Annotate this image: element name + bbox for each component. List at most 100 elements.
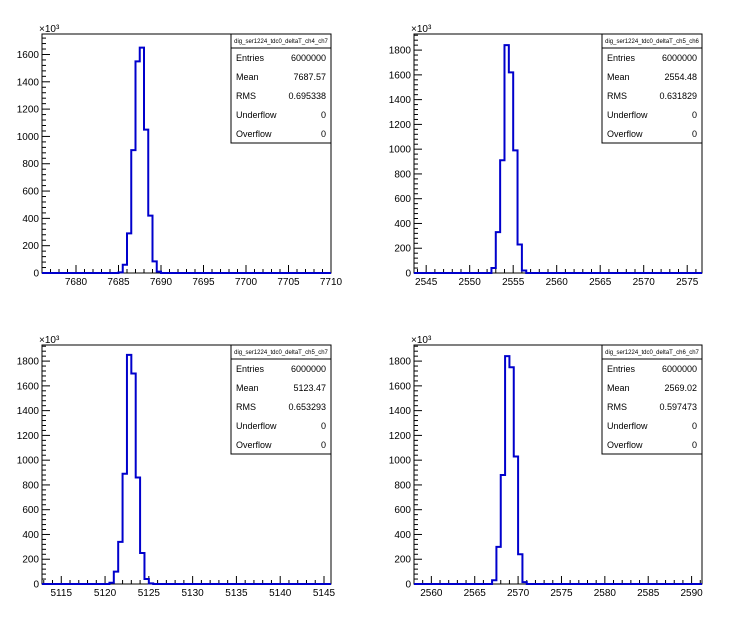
x-tick-label: 5115 bbox=[51, 588, 73, 599]
y-tick-label: 1200 bbox=[17, 105, 40, 116]
y-tick-label: 600 bbox=[394, 505, 411, 516]
y-tick-label: 1400 bbox=[389, 95, 412, 106]
y-tick-label: 0 bbox=[405, 269, 411, 280]
stats-box: dig_ser1224_tdc0_deltaT_ch4_ch7 Entries 60… bbox=[230, 33, 332, 144]
stat-label: RMS bbox=[607, 91, 627, 101]
stat-label: Overflow bbox=[607, 440, 643, 450]
stat-label: Entries bbox=[607, 364, 636, 374]
stats-box: dig_ser1224_tdc0_deltaT_ch5_ch6 Entries 60… bbox=[601, 33, 703, 144]
histogram-series bbox=[414, 44, 702, 274]
stat-label: Mean bbox=[607, 72, 630, 82]
x-tick-label: 2550 bbox=[459, 277, 482, 288]
stat-label: Underflow bbox=[236, 110, 277, 120]
x-tick-label: 5130 bbox=[182, 588, 205, 599]
y-tick-label: 200 bbox=[22, 241, 39, 252]
y-tick-label: 1600 bbox=[389, 381, 412, 392]
x-tick-label: 5140 bbox=[269, 588, 292, 599]
y-tick-label: 0 bbox=[33, 269, 39, 280]
y-tick-label: 1800 bbox=[389, 46, 412, 57]
y-tick-label: 1000 bbox=[17, 456, 40, 467]
y-tick-label: 0 bbox=[405, 580, 411, 591]
stat-value: 0 bbox=[692, 129, 697, 139]
stat-value: 2569.02 bbox=[664, 383, 697, 393]
stat-value: 0 bbox=[321, 110, 326, 120]
x-tick-label: 7685 bbox=[107, 277, 130, 288]
y-tick-label: 1000 bbox=[389, 145, 412, 156]
histogram-title: dig_ser1224_tdc0_deltaT_ch4_ch7 bbox=[234, 39, 328, 45]
y-exponent-label: ×10³ bbox=[39, 335, 60, 346]
stat-value: 6000000 bbox=[662, 364, 697, 374]
x-tick-label: 2575 bbox=[676, 277, 699, 288]
x-tick-label: 7695 bbox=[192, 277, 215, 288]
y-tick-label: 400 bbox=[22, 530, 39, 541]
stat-value: 0.631829 bbox=[659, 91, 697, 101]
stat-value: 6000000 bbox=[291, 364, 326, 374]
y-tick-label: 1600 bbox=[389, 70, 412, 81]
x-tick-label: 5125 bbox=[138, 588, 161, 599]
stat-value: 0 bbox=[692, 110, 697, 120]
histogram-panel-3: 5115 5120 5125 5130 5135 5140 5145 0 200 400 600 80… bbox=[17, 335, 336, 599]
stats-box: dig_ser1224_tdc0_deltaT_ch6_ch7 Entries 60… bbox=[601, 344, 703, 455]
stat-value: 6000000 bbox=[291, 53, 326, 63]
x-tick-label: 7690 bbox=[150, 277, 173, 288]
y-tick-label: 800 bbox=[394, 480, 411, 491]
y-tick-label: 1000 bbox=[17, 132, 40, 143]
stat-label: Entries bbox=[236, 53, 265, 63]
y-tick-label: 1200 bbox=[389, 120, 412, 131]
histogram-series bbox=[42, 353, 331, 585]
y-tick-label: 1200 bbox=[17, 431, 40, 442]
x-tick-label: 7700 bbox=[235, 277, 258, 288]
stats-box-frame bbox=[601, 33, 703, 144]
stat-label: Entries bbox=[607, 53, 636, 63]
stat-label: Overflow bbox=[236, 129, 272, 139]
stat-label: Overflow bbox=[236, 440, 272, 450]
stat-value: 0 bbox=[692, 440, 697, 450]
y-tick-label: 1000 bbox=[389, 456, 412, 467]
x-tick-label: 7680 bbox=[65, 277, 88, 288]
stat-label: Mean bbox=[607, 383, 630, 393]
y-tick-label: 1800 bbox=[389, 357, 412, 368]
stat-value: 7687.57 bbox=[293, 72, 326, 82]
histogram-series bbox=[42, 46, 331, 274]
stat-value: 6000000 bbox=[662, 53, 697, 63]
stat-label: Underflow bbox=[236, 421, 277, 431]
stats-box-frame bbox=[230, 33, 332, 144]
y-tick-label: 1600 bbox=[17, 381, 40, 392]
stat-label: Mean bbox=[236, 72, 259, 82]
stat-value: 0 bbox=[321, 440, 326, 450]
stat-label: Mean bbox=[236, 383, 259, 393]
x-tick-label: 2565 bbox=[464, 588, 487, 599]
stat-value: 0.597473 bbox=[659, 402, 697, 412]
y-tick-label: 800 bbox=[394, 169, 411, 180]
y-tick-label: 0 bbox=[33, 580, 39, 591]
histogram-panel-4: 2560 2565 2570 2575 2580 2585 2590 0 200 400 600 80… bbox=[389, 335, 703, 599]
stat-label: Entries bbox=[236, 364, 265, 374]
y-exponent-label: ×10³ bbox=[411, 24, 432, 35]
stats-box-frame bbox=[230, 344, 332, 455]
x-tick-label: 2555 bbox=[502, 277, 525, 288]
histogram-panel-1: 7680 7685 7690 7695 7700 7705 7710 0 200 400 600 80… bbox=[17, 24, 343, 288]
y-tick-label: 1800 bbox=[17, 357, 40, 368]
y-tick-label: 1400 bbox=[389, 406, 412, 417]
x-tick-label: 5135 bbox=[225, 588, 248, 599]
y-exponent-label: ×10³ bbox=[39, 24, 60, 35]
x-tick-label: 2570 bbox=[633, 277, 656, 288]
stat-value: 2554.48 bbox=[664, 72, 697, 82]
stat-label: RMS bbox=[607, 402, 627, 412]
x-tick-label: 2590 bbox=[680, 588, 703, 599]
x-tick-label: 2580 bbox=[594, 588, 617, 599]
stat-value: 0 bbox=[321, 421, 326, 431]
histogram-title: dig_ser1224_tdc0_deltaT_ch5_ch6 bbox=[605, 39, 699, 45]
y-tick-label: 400 bbox=[394, 530, 411, 541]
y-exponent-label: ×10³ bbox=[411, 335, 432, 346]
x-tick-label: 7710 bbox=[320, 277, 343, 288]
stat-value: 0 bbox=[321, 129, 326, 139]
x-tick-label: 5145 bbox=[313, 588, 336, 599]
x-tick-label: 5120 bbox=[94, 588, 117, 599]
stats-box-frame bbox=[601, 344, 703, 455]
x-tick-label: 2575 bbox=[550, 588, 573, 599]
y-tick-label: 1400 bbox=[17, 77, 40, 88]
stat-value: 0.653293 bbox=[288, 402, 326, 412]
stat-value: 0.695338 bbox=[288, 91, 326, 101]
stat-label: Underflow bbox=[607, 110, 648, 120]
